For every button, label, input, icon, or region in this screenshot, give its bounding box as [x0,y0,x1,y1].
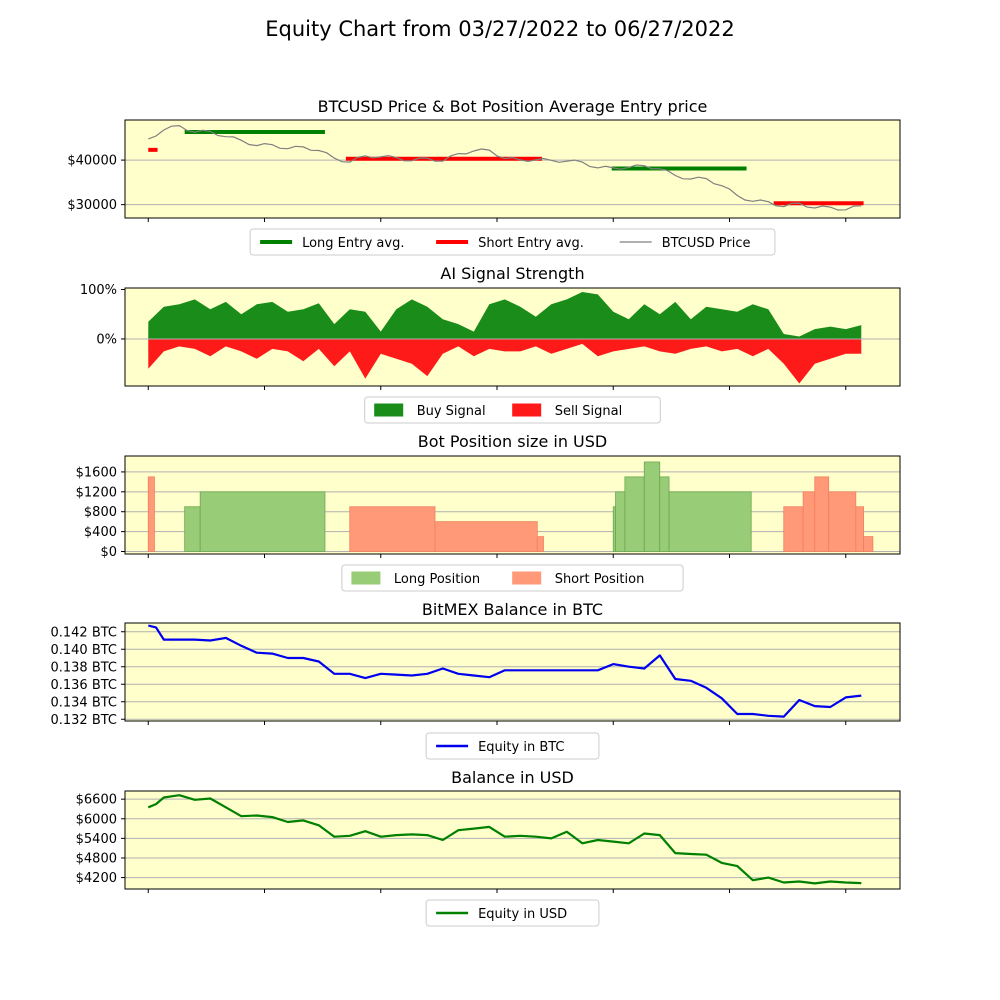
legend-label: Short Position [555,572,645,587]
plot-frame [124,790,901,890]
short-position-block [434,521,538,552]
short-position-block [349,506,436,552]
y-tick-label: $1200 [76,485,117,500]
y-tick-label: $30000 [67,198,117,213]
chart-panel-4: BitMEX Balance in BTC 0.132 BTC 0.134 BTC 0… [50,600,901,760]
short-position-block [863,536,874,552]
buy-signal-area [148,292,862,339]
y-tick-label: 0.132 BTC [50,713,117,728]
y-tick-label: 0.134 BTC [50,695,117,710]
chart-panel-3: Bot Position size in USD $0 $400 $800 $1200 $… [76,432,901,592]
legend-swatch [512,403,542,417]
long-position-block [615,491,626,552]
y-tick-label: 0.138 BTC [50,660,117,675]
y-tick-label: $4800 [76,851,117,866]
short-position-block [802,491,816,552]
legend-label: Sell Signal [555,404,623,419]
plot-area [125,120,900,218]
legend-swatch [351,571,381,585]
legend-label: Equity in BTC [478,740,564,755]
short-position-block [814,476,830,552]
long-position-block [643,461,661,552]
y-tick-label: $40000 [67,154,117,169]
figure-title: Equity Chart from 03/27/2022 to 06/27/20… [265,17,735,41]
legend-label: Short Entry avg. [478,236,584,251]
chart-title: AI Signal Strength [440,264,584,283]
y-tick-label: 0.136 BTC [50,678,117,693]
chart-title: BitMEX Balance in BTC [422,600,603,619]
chart-panels: BTCUSD Price & Bot Position Average Entr… [50,97,901,927]
chart-title: BTCUSD Price & Bot Position Average Entr… [318,97,708,116]
long-position-block [659,476,670,552]
long-position-block [668,491,752,552]
y-tick-label: 100% [80,283,117,298]
sell-signal-area [148,338,862,384]
legend-swatch [374,403,404,417]
legend-box [425,899,600,927]
plot-area [125,791,900,889]
y-tick-label: $1600 [76,465,117,480]
y-tick-label: $6000 [76,812,117,827]
legend-label: Equity in USD [478,907,567,922]
y-tick-label: 0.140 BTC [50,643,117,658]
short-position-block [147,476,155,552]
y-tick-label: 0.142 BTC [50,625,117,640]
btcusd-price-line [148,124,862,211]
chart-title: Bot Position size in USD [418,432,607,451]
y-tick-label: $400 [84,525,117,540]
equity-btc-line [148,624,862,718]
plot-frame [124,119,901,219]
legend-label: Long Position [394,572,480,587]
y-tick-label: $0 [100,545,117,560]
short-position-block [828,491,857,552]
legend-box [425,732,600,760]
short-position-block [783,506,804,552]
y-tick-label: $800 [84,505,117,520]
chart-panel-1: BTCUSD Price & Bot Position Average Entr… [67,97,901,256]
chart-panel-2: AI Signal Strength 0% 100% Buy Signal Sell S… [80,264,901,424]
plot-frame [124,455,901,555]
short-position-block [536,536,544,552]
legend-swatch [512,571,542,585]
long-position-block [184,506,201,552]
long-position-block [199,491,326,552]
y-tick-label: $5400 [76,832,117,847]
legend-box [249,228,776,256]
y-tick-label: $6600 [76,793,117,808]
legend-label: Buy Signal [417,404,486,419]
short-position-block [855,506,864,552]
chart-panel-5: Balance in USD $4200 $4800 $5400 $6000 $6600 E… [76,768,901,927]
plot-area [125,623,900,721]
equity-usd-line [147,794,862,885]
legend-label: Long Entry avg. [302,236,404,251]
chart-title: Balance in USD [451,768,574,787]
legend-label: BTCUSD Price [662,236,751,251]
plot-frame [124,287,901,387]
long-position-block [624,476,645,552]
y-tick-label: 0% [96,332,117,347]
plot-frame [124,622,901,722]
y-tick-label: $4200 [76,871,117,886]
